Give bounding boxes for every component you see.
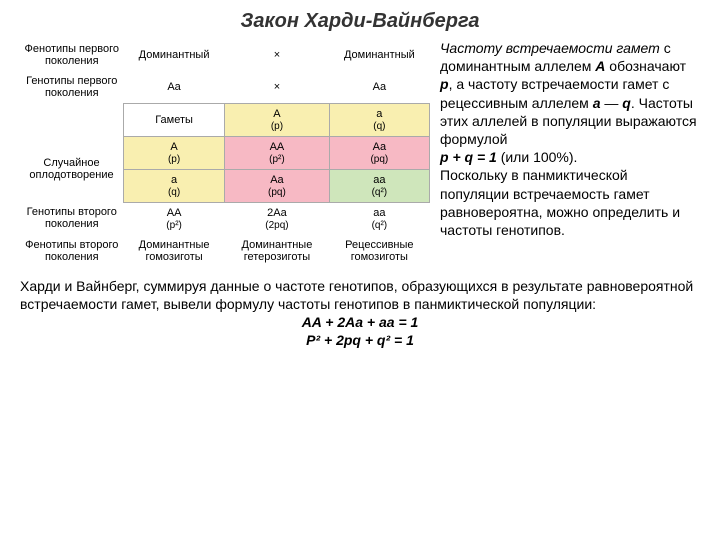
gametes-label: Гаметы: [124, 103, 225, 136]
row2-aa1: Aa: [124, 71, 225, 103]
cell-Aa-1: Aa(pq): [329, 136, 429, 169]
row1-cross: ×: [225, 39, 330, 71]
left-gamete-A: A(p): [124, 136, 225, 169]
cell-aa: aa(q²): [329, 169, 429, 202]
formula-squares: P² + 2pq + q² = 1: [20, 331, 700, 349]
row2-cross: ×: [225, 71, 330, 103]
explanation-text: Частоту встречаемости гамет с доминантны…: [440, 39, 700, 267]
punnett-diagram: Фенотипы первого поколения Доминантный ×…: [20, 39, 430, 267]
pheno-rec-homo: Рецессивные гомозиготы: [329, 235, 429, 267]
geno-AA: AA(p²): [124, 202, 225, 235]
row2-aa2: Aa: [329, 71, 429, 103]
gamete-A: A(p): [225, 103, 330, 136]
summary-text: Харди и Вайнберг, суммируя данные о част…: [20, 277, 700, 350]
geno-2Aa: 2Aa(2pq): [225, 202, 330, 235]
formula-genotypes: AA + 2Aa + aa = 1: [20, 313, 700, 331]
pheno-dom-homo: Доминантные гомозиготы: [124, 235, 225, 267]
cell-AA: AA(p²): [225, 136, 330, 169]
gamete-a: a(q): [329, 103, 429, 136]
row1-dom2: Доминантный: [329, 39, 429, 71]
pheno-dom-hetero: Доминантные гетерозиготы: [225, 235, 330, 267]
left-gamete-a: a(q): [124, 169, 225, 202]
row6-label: Генотипы второго поколения: [20, 202, 124, 235]
row1-label: Фенотипы первого поколения: [20, 39, 124, 71]
row7-label: Фенотипы второго поколения: [20, 235, 124, 267]
geno-aa: aa(q²): [329, 202, 429, 235]
cell-Aa-2: Aa(pq): [225, 169, 330, 202]
row2-label: Генотипы первого поколения: [20, 71, 124, 103]
row1-dom1: Доминантный: [124, 39, 225, 71]
row4-label: Случайное оплодотворение: [20, 136, 124, 202]
page-title: Закон Харди-Вайнберга: [20, 10, 700, 33]
